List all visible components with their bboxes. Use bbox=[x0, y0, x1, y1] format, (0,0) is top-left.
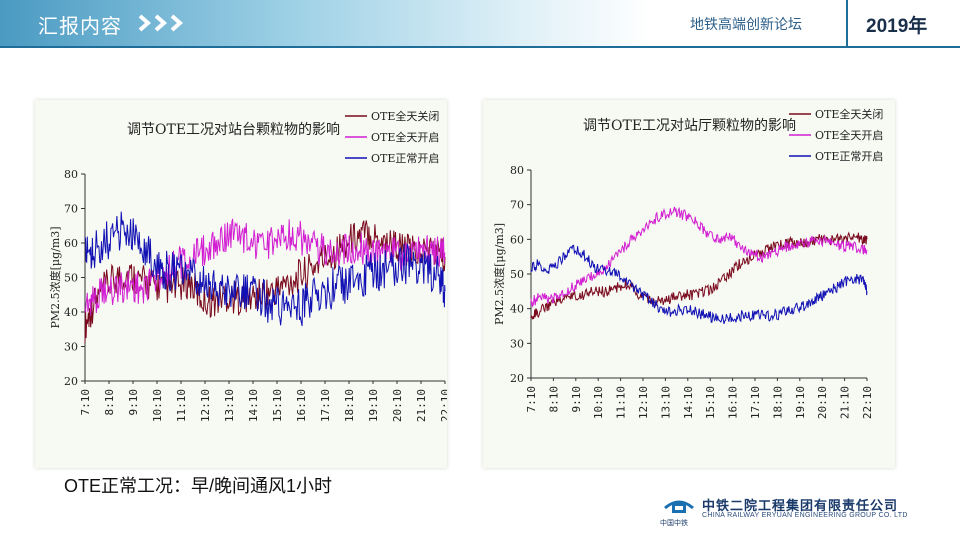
series-line bbox=[84, 220, 446, 344]
condition-caption: OTE正常工况：早/晚间通风1小时 bbox=[64, 476, 333, 496]
x-tick-label: 16:10 bbox=[295, 389, 308, 422]
x-tick-label: 19:10 bbox=[794, 386, 807, 419]
x-tick-label: 12:10 bbox=[637, 386, 650, 419]
y-axis-label: PM2.5浓度[μg/m3] bbox=[48, 226, 62, 328]
chart-title: 调节OTE工况对站台颗粒物的影响 bbox=[127, 122, 340, 138]
x-tick-label: 7:10 bbox=[525, 386, 538, 413]
chart-title: 调节OTE工况对站厅颗粒物的影响 bbox=[583, 118, 796, 134]
x-tick-label: 12:10 bbox=[199, 389, 212, 422]
y-tick-label: 70 bbox=[64, 203, 78, 216]
series-line bbox=[530, 244, 868, 325]
legend-label: OTE全天开启 bbox=[815, 128, 883, 142]
company-name-cn: 中铁二院工程集团有限责任公司 bbox=[702, 498, 899, 513]
x-tick-label: 9:10 bbox=[127, 389, 140, 416]
x-tick-label: 13:10 bbox=[223, 389, 236, 422]
x-tick-label: 15:10 bbox=[271, 389, 284, 422]
x-tick-label: 11:10 bbox=[175, 389, 188, 422]
y-axis-label: PM2.5浓度[μg/m3] bbox=[492, 223, 506, 325]
x-tick-label: 9:10 bbox=[570, 386, 583, 413]
legend-label: OTE正常开启 bbox=[815, 150, 883, 163]
y-tick-label: 40 bbox=[510, 303, 524, 316]
x-tick-label: 8:10 bbox=[547, 386, 560, 413]
x-tick-label: 14:10 bbox=[682, 386, 695, 419]
y-tick-label: 60 bbox=[510, 233, 524, 246]
x-tick-label: 21:10 bbox=[415, 389, 428, 422]
header-bar: 汇报内容 地铁高端创新论坛 2019年 bbox=[0, 0, 960, 50]
series-line bbox=[84, 211, 446, 327]
y-tick-label: 80 bbox=[64, 168, 78, 181]
y-tick-label: 70 bbox=[510, 199, 524, 212]
section-title: 汇报内容 bbox=[38, 16, 122, 38]
series-line bbox=[530, 206, 868, 309]
y-tick-label: 30 bbox=[510, 337, 524, 350]
x-tick-label: 10:10 bbox=[592, 386, 605, 419]
y-tick-label: 50 bbox=[510, 268, 524, 281]
x-tick-label: 15:10 bbox=[704, 386, 717, 419]
x-tick-label: 22:10 bbox=[439, 389, 447, 422]
x-tick-label: 18:10 bbox=[343, 389, 356, 422]
header-divider bbox=[846, 0, 848, 46]
company-logo-icon bbox=[664, 500, 694, 513]
x-tick-label: 8:10 bbox=[103, 389, 116, 416]
x-tick-label: 17:10 bbox=[749, 386, 762, 419]
x-tick-label: 11:10 bbox=[615, 386, 628, 419]
x-tick-label: 10:10 bbox=[151, 389, 164, 422]
series-line bbox=[84, 218, 446, 316]
y-tick-label: 40 bbox=[64, 306, 78, 319]
y-tick-label: 20 bbox=[510, 372, 524, 385]
y-tick-label: 50 bbox=[64, 272, 78, 285]
chevron-right-icon bbox=[170, 14, 184, 32]
forum-name: 地铁高端创新论坛 bbox=[690, 16, 802, 32]
chevron-right-icon bbox=[154, 14, 168, 32]
x-tick-label: 14:10 bbox=[247, 389, 260, 422]
x-tick-label: 21:10 bbox=[839, 386, 852, 419]
platform-pm25-chart: 调节OTE工况对站台颗粒物的影响 20 30 40 50 60 70 80 PM2.5浓度[μg… bbox=[48, 109, 447, 422]
legend-label: OTE全天开启 bbox=[371, 130, 439, 144]
y-tick-label: 80 bbox=[510, 164, 524, 177]
chart-panel-platform: 调节OTE工况对站台颗粒物的影响 20 30 40 50 60 70 80 PM2.5浓度[μg… bbox=[35, 100, 447, 468]
legend-label: OTE全天关闭 bbox=[371, 109, 439, 123]
y-tick-label: 30 bbox=[64, 341, 78, 354]
year-label: 2019年 bbox=[866, 16, 928, 37]
company-name-en: CHINA RAILWAY ERYUAN ENGINEERING GROUP C… bbox=[702, 512, 908, 519]
header-underline bbox=[0, 46, 960, 48]
header-divider bbox=[652, 0, 654, 46]
x-tick-label: 17:10 bbox=[319, 389, 332, 422]
x-tick-label: 20:10 bbox=[391, 389, 404, 422]
legend-label: OTE全天关闭 bbox=[815, 107, 883, 121]
x-tick-label: 19:10 bbox=[367, 389, 380, 422]
chart-panel-hall: 调节OTE工况对站厅颗粒物的影响 20 30 40 50 60 70 80 PM2.5浓度[μg… bbox=[483, 100, 895, 468]
x-tick-label: 22:10 bbox=[861, 386, 874, 419]
x-tick-label: 20:10 bbox=[816, 386, 829, 419]
chevron-right-icon bbox=[138, 14, 152, 32]
x-tick-label: 16:10 bbox=[727, 386, 740, 419]
y-tick-label: 20 bbox=[64, 375, 78, 388]
hall-pm25-chart: 调节OTE工况对站厅颗粒物的影响 20 30 40 50 60 70 80 PM2.5浓度[μg… bbox=[492, 107, 883, 419]
x-tick-label: 7:10 bbox=[79, 389, 92, 416]
legend-label: OTE正常开启 bbox=[371, 152, 439, 165]
logo-caption: 中国中铁 bbox=[660, 520, 688, 527]
y-tick-label: 60 bbox=[64, 237, 78, 250]
x-tick-label: 18:10 bbox=[771, 386, 784, 419]
header-gradient-band bbox=[0, 0, 652, 46]
series-line bbox=[530, 231, 868, 320]
x-tick-label: 13:10 bbox=[659, 386, 672, 419]
